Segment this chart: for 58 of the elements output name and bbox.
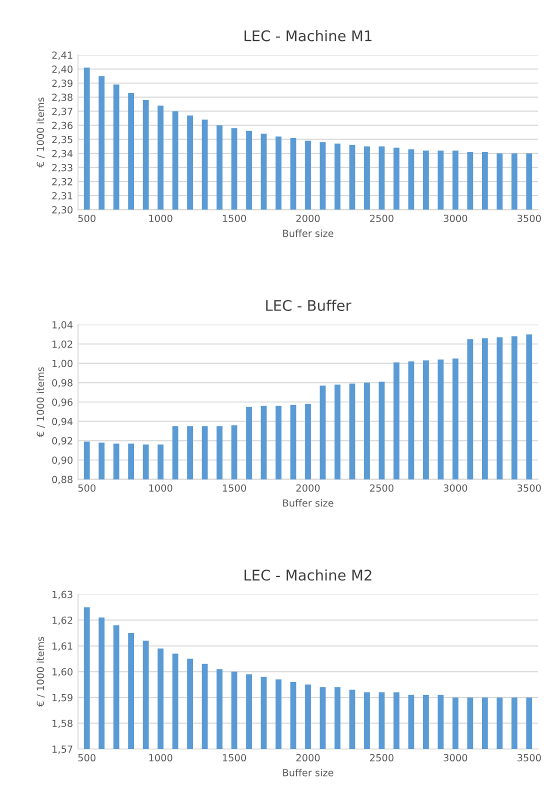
y-tick-label: 1,59 <box>52 694 72 702</box>
x-tick-label: 3500 <box>518 214 541 222</box>
x-tick-label: 500 <box>78 754 96 762</box>
y-tick-label: 1,57 <box>52 746 72 754</box>
x-tick-label: 1000 <box>149 214 172 222</box>
y-tick-label: 1,63 <box>52 590 72 600</box>
y-tick-label: 2,31 <box>52 192 72 200</box>
y-tick-label: 0,94 <box>52 418 73 426</box>
chart-title: LEC - Buffer <box>266 300 352 311</box>
chart-title: LEC - Machine M2 <box>244 569 372 581</box>
y-tick-label: 2,33 <box>52 164 72 172</box>
x-tick-label: 2500 <box>370 214 394 222</box>
y-tick-label: 2,38 <box>52 94 72 102</box>
x-tick-label: 1500 <box>222 754 246 762</box>
y-tick-label: 2,36 <box>52 122 73 130</box>
y-tick-label: 1,02 <box>52 340 72 349</box>
y-tick-label: 2,30 <box>52 206 72 214</box>
y-tick-label: 2,35 <box>52 136 72 144</box>
x-tick-label: 2500 <box>370 484 394 492</box>
y-tick-label: 1,61 <box>52 642 72 651</box>
y-axis-title: € / 1000 items <box>36 636 45 707</box>
x-tick-label: 3000 <box>444 754 468 762</box>
x-tick-label: 2000 <box>296 214 320 222</box>
x-tick-label: 3000 <box>444 484 468 492</box>
y-tick-label: 2,37 <box>52 108 72 116</box>
x-tick-label: 2000 <box>296 484 320 492</box>
y-tick-label: 1,58 <box>52 720 72 728</box>
y-tick-label: 2,40 <box>52 66 72 74</box>
x-tick-label: 1500 <box>222 484 246 492</box>
y-axis-title: € / 1000 items <box>36 98 45 168</box>
y-tick-label: 1,62 <box>52 616 72 625</box>
x-axis-title: Buffer size <box>283 229 334 238</box>
x-tick-label: 3500 <box>518 484 541 492</box>
x-tick-label: 1000 <box>149 754 172 762</box>
x-tick-label: 3500 <box>518 754 541 762</box>
x-tick-label: 1500 <box>222 214 246 222</box>
y-tick-label: 2,41 <box>52 51 72 60</box>
y-axis-title: € / 1000 items <box>36 367 45 438</box>
x-tick-label: 2000 <box>296 754 320 762</box>
y-tick-label: 1,04 <box>52 321 73 330</box>
y-tick-label: 1,60 <box>52 668 72 676</box>
y-tick-label: 1,00 <box>52 360 72 368</box>
y-tick-label: 0,92 <box>52 437 72 446</box>
y-tick-label: 0,90 <box>52 456 72 465</box>
y-tick-label: 2,34 <box>52 150 73 158</box>
y-tick-label: 0,98 <box>52 379 72 388</box>
x-tick-label: 2500 <box>370 754 394 762</box>
x-tick-label: 500 <box>78 484 96 492</box>
y-tick-label: 2,32 <box>52 178 72 186</box>
chart-title: LEC - Machine M1 <box>244 30 372 42</box>
x-tick-label: 3000 <box>444 214 468 222</box>
x-tick-label: 500 <box>78 214 96 222</box>
y-tick-label: 0,88 <box>52 476 72 484</box>
x-tick-label: 1000 <box>149 484 172 492</box>
y-tick-label: 0,96 <box>52 398 73 407</box>
x-axis-title: Buffer size <box>283 499 334 507</box>
x-axis-title: Buffer size <box>283 768 334 776</box>
y-tick-label: 2,39 <box>52 80 72 88</box>
